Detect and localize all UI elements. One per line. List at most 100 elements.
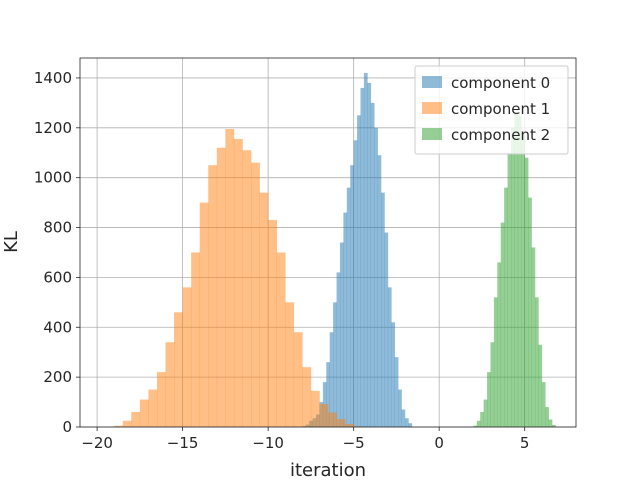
histogram-bar: [251, 162, 260, 427]
x-tick-label: 0: [434, 434, 444, 452]
histogram-bar: [517, 115, 522, 427]
histogram-bar: [302, 367, 312, 427]
histogram-bar: [487, 372, 491, 427]
histogram-bar: [156, 372, 166, 427]
bars: [114, 72, 556, 428]
histogram-bar: [259, 192, 269, 427]
histogram-bar: [329, 332, 334, 427]
ticks: −20 −15 −10 −5 0 5 0 200 400 600 800 1000 1200 1400: [34, 69, 530, 452]
x-tick-label: −20: [81, 434, 113, 452]
x-tick-label: 5: [520, 434, 530, 452]
legend: component 0 component 1 component 2: [414, 65, 569, 155]
histogram-bar: [541, 382, 546, 427]
histogram-bar: [357, 115, 361, 427]
histogram-bar: [374, 127, 378, 427]
histogram-bar: [552, 425, 556, 427]
series-1: [114, 129, 363, 428]
histogram-bar: [521, 132, 525, 427]
histogram-bar: [524, 157, 529, 427]
y-tick-label: 200: [43, 368, 72, 386]
histogram-bar: [511, 127, 515, 427]
histogram-bar: [476, 420, 481, 427]
legend-swatch: [422, 102, 442, 114]
histogram-bar: [199, 202, 209, 427]
histogram-bar: [514, 112, 519, 427]
histogram-bar: [504, 187, 508, 427]
histogram-bar: [319, 404, 329, 427]
y-tick-label: 400: [43, 318, 72, 336]
x-axis-label: iteration: [290, 460, 366, 480]
histogram-bar: [490, 342, 495, 427]
plot-frame: [79, 57, 577, 428]
histogram-bar: [114, 425, 124, 427]
histogram-bar: [139, 399, 149, 427]
histogram-bar: [534, 297, 539, 427]
x-tick-label: −15: [167, 434, 199, 452]
histogram-bar: [174, 312, 183, 427]
histogram-bar: [122, 420, 132, 427]
y-tick-label: 1200: [34, 119, 72, 137]
histogram-bar: [367, 82, 372, 427]
histogram-bar: [394, 357, 399, 427]
y-tick-label: 600: [43, 268, 72, 286]
histogram-bar: [333, 302, 337, 427]
histogram-bar: [528, 197, 532, 427]
histogram-bar: [328, 412, 337, 427]
histogram-bar: [507, 152, 512, 428]
histogram-bar: [381, 192, 385, 427]
legend-label: component 0: [451, 74, 550, 92]
legend-label: component 1: [451, 100, 550, 118]
histogram-bar: [276, 252, 286, 427]
histogram-bar: [343, 212, 348, 427]
y-tick-label: 1400: [34, 69, 72, 87]
histogram-bar: [345, 424, 354, 427]
histogram-bar: [480, 412, 484, 427]
histogram-bar: [225, 129, 235, 427]
x-tick-label: −5: [343, 434, 365, 452]
legend-swatch: [422, 128, 442, 140]
histogram-bar: [131, 412, 141, 427]
y-tick-label: 0: [62, 418, 72, 436]
histogram-bar: [285, 302, 295, 427]
histogram-bar: [391, 322, 396, 427]
legend-label: component 2: [451, 126, 550, 144]
histogram-bar: [370, 102, 375, 427]
histogram-bar: [336, 272, 341, 427]
histogram-bar: [216, 147, 226, 427]
histogram-bar: [398, 389, 402, 427]
histogram-bar: [310, 390, 320, 427]
histogram-bar: [350, 165, 354, 427]
histogram-bar: [191, 252, 201, 427]
histogram-bar: [148, 389, 158, 427]
y-tick-label: 1000: [34, 169, 72, 187]
legend-swatch: [422, 76, 442, 88]
histogram-bar: [242, 150, 252, 427]
histogram-bar: [493, 297, 498, 427]
histogram-bar: [268, 220, 277, 427]
histogram-bar: [497, 262, 502, 427]
histogram-bar: [165, 342, 175, 427]
y-tick-label: 800: [43, 219, 72, 237]
histogram-bar: [401, 409, 406, 427]
histogram-bar: [346, 187, 351, 427]
histogram-bar: [387, 287, 392, 427]
series-2: [473, 112, 556, 428]
histogram-bar: [483, 399, 488, 427]
histogram-bar: [326, 362, 331, 427]
histogram-bar: [473, 425, 478, 427]
histogram-bar: [404, 418, 409, 427]
histogram-bar: [545, 407, 549, 427]
histogram-bar: [360, 87, 365, 428]
histogram-bar: [500, 222, 505, 427]
histogram-bar: [384, 232, 389, 427]
histogram-bar: [182, 287, 192, 427]
histogram-bar: [208, 165, 218, 427]
series-0: [302, 72, 413, 428]
histogram-bar: [353, 140, 358, 427]
histogram-bar: [293, 332, 303, 427]
histogram-bar: [548, 419, 553, 427]
y-axis-label: KL: [1, 231, 22, 253]
histogram-bar: [538, 344, 543, 427]
histogram-bar: [408, 423, 413, 427]
